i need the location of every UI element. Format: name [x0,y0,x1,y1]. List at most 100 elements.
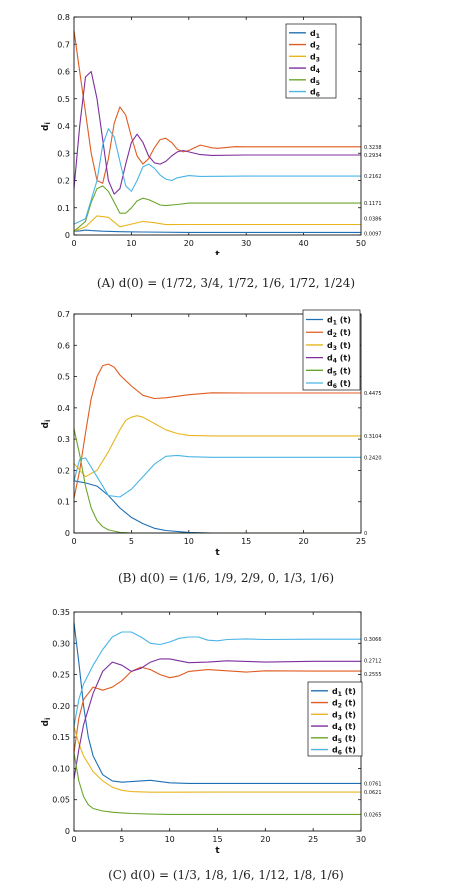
legend-label: d2 [310,41,320,52]
y-tick-label: 0.10 [52,764,70,773]
series-line-d1t [73,480,361,534]
x-tick-label: 50 [356,239,366,248]
x-tick-label: 10 [126,239,136,248]
y-tick-label: 0.1 [57,204,70,213]
end-value-label: 0.0761 [364,781,382,787]
end-value-label: 0.2934 [364,153,382,159]
series-line-d6t [73,631,361,727]
series-line-d6t [73,454,361,498]
caption-c: (C) d(0) = (1/3, 1/8, 1/6, 1/12, 1/8, 1/… [108,868,344,882]
series-line-d2t [73,363,361,499]
y-tick-label: 0.4 [57,122,70,131]
legend-label: d6 [310,88,320,99]
y-tick-label: 0.15 [52,733,70,742]
x-tick-label: 0 [71,537,76,546]
series-line-d1t [73,622,361,784]
series-line-d3 [73,215,361,232]
x-tick-label: 20 [299,537,309,546]
end-value-label: 0.2555 [364,672,382,678]
y-tick-label: 0.6 [57,341,70,350]
x-tick-label: 10 [184,537,194,546]
end-value-label: 0.2712 [364,658,382,664]
legend-label: d4 (t) [332,722,356,733]
x-tick-label: 15 [241,537,251,546]
legend-label: d4 [310,64,320,75]
series-line-d5t [73,752,361,815]
x-tick-label: 0 [71,835,76,844]
x-axis-label: t [215,250,220,255]
y-tick-label: 0.7 [57,310,70,319]
chart-c: 0 0.05 0.10 0.15 0.20 0.25 0.30 0.35 0 5 10 15 20 25 3… [41,608,382,856]
caption-b: (B) d(0) = (1/6, 1/9, 2/9, 0, 1/3, 1/6) [117,571,335,585]
y-tick-label: 0.6 [57,68,70,77]
y-axis-label: di [41,122,52,131]
x-tick-label: 20 [260,835,270,844]
series-line-d3t [73,415,361,478]
series-line-d4t [73,658,361,780]
end-value-label: 0.0265 [364,812,382,818]
legend-label: d1 (t) [332,687,356,698]
legend-label: d5 (t) [327,366,351,377]
y-tick-label: 0.30 [52,639,70,648]
y-tick-label: 0.05 [52,796,70,805]
x-tick-label: 30 [241,239,251,248]
end-value-label: 0.3066 [364,637,382,643]
legend-box [307,681,363,757]
end-value-label: 0.3238 [364,145,382,151]
caption-a: (A) d(0) = (1/72, 3/4, 1/72, 1/6, 1/72, … [96,276,356,290]
end-value-label: 0.0386 [364,216,382,222]
x-tick-label: 5 [129,537,134,546]
chart-b: 0 0.1 0.2 0.3 0.4 0.5 0.6 0.7 0 5 10 15 20 25 t di 0.447… [41,309,382,558]
legend-box [285,23,337,99]
x-tick-label: 15 [212,835,222,844]
plot-frame [73,313,362,534]
y-axis-label: di [41,718,52,727]
x-tick-label: 25 [308,835,318,844]
y-tick-label: 0.1 [57,498,70,507]
series-line-d6 [73,128,361,225]
series-line-d1 [73,229,361,233]
legend-label: d1 [310,29,320,40]
legend-label: d3 (t) [332,710,356,721]
series-line-d5 [73,185,361,232]
y-tick-label: 0.20 [52,702,70,711]
end-value-label: 0.0621 [364,790,382,796]
legend-label: d5 (t) [332,734,356,745]
x-tick-label: 20 [184,239,194,248]
chart-a: 0 0.1 0.2 0.3 0.4 0.5 0.6 0.7 0.8 0 10 20 30 40 50 t di 0… [41,13,382,255]
end-value-label: 0 [364,531,367,537]
x-tick-label: 25 [356,537,366,546]
series-line-d2 [73,30,361,184]
series-line-d3t [73,726,361,793]
y-tick-label: 0 [65,231,70,240]
y-tick-label: 0.2 [57,177,70,186]
y-tick-label: 0.3 [57,435,70,444]
y-tick-label: 0.35 [52,608,70,617]
y-tick-label: 0.3 [57,149,70,158]
y-tick-label: 0.2 [57,466,70,475]
y-tick-label: 0 [65,827,70,836]
legend-label: d2 (t) [327,328,351,339]
legend-label: d2 (t) [332,699,356,710]
plot-frame [73,16,362,236]
x-tick-label: 30 [356,835,366,844]
y-tick-label: 0.25 [52,671,70,680]
series-line-d2t [73,666,361,753]
y-tick-label: 0.7 [57,40,70,49]
x-tick-label: 0 [71,239,76,248]
series-line-d4 [73,70,361,195]
y-tick-label: 0.5 [57,373,70,382]
legend-label: d4 (t) [327,354,351,365]
y-axis-label: di [41,420,52,429]
x-tick-label: 10 [165,835,175,844]
end-value-label: 0.1171 [364,201,382,207]
y-tick-label: 0.5 [57,95,70,104]
x-tick-label: 40 [299,239,309,248]
legend-label: d6 (t) [327,379,351,390]
end-value-label: 0.3104 [364,434,382,440]
legend-box [302,309,361,391]
end-value-label: 0.2420 [364,455,382,461]
y-tick-label: 0.4 [57,404,70,413]
legend-label: d5 [310,76,320,87]
